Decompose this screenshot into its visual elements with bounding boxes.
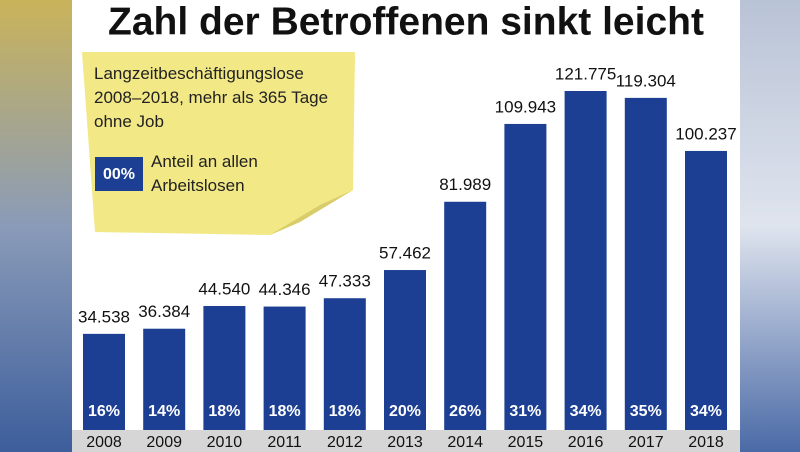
x-tick-label: 2009 (146, 434, 182, 451)
value-label: 119.304 (616, 71, 676, 90)
share-label: 14% (148, 403, 180, 420)
share-label: 35% (630, 403, 662, 420)
bar (83, 333, 125, 430)
bar (384, 270, 426, 430)
bar (323, 298, 366, 430)
blurred-background (0, 0, 72, 452)
bar (685, 150, 727, 430)
value-label: 36.384 (138, 302, 190, 321)
x-tick-label: 2015 (508, 434, 544, 451)
bar (564, 91, 607, 430)
bar (444, 201, 487, 430)
x-tick-label: 2017 (628, 434, 664, 451)
share-label: 18% (329, 403, 361, 420)
value-label: 109.943 (495, 97, 556, 116)
share-label: 18% (208, 403, 240, 420)
bar (624, 97, 667, 431)
share-label: 26% (449, 403, 481, 420)
bar (143, 328, 186, 430)
share-label: 16% (88, 403, 120, 420)
share-label: 18% (269, 403, 301, 420)
value-label: 44.346 (259, 280, 311, 299)
bar (203, 306, 246, 430)
share-label: 31% (509, 403, 541, 420)
note-curl (270, 190, 353, 235)
value-label: 57.462 (379, 244, 431, 263)
share-label: 34% (570, 403, 602, 420)
year-band (72, 430, 740, 452)
x-tick-label: 2016 (568, 434, 604, 451)
x-tick-label: 2010 (207, 434, 243, 451)
sticky-note (82, 52, 355, 235)
blurred-background (740, 0, 800, 452)
value-label: 121.775 (555, 64, 616, 83)
value-label: 100.237 (675, 124, 736, 143)
x-tick-label: 2012 (327, 434, 363, 451)
x-tick-label: 2018 (688, 434, 724, 451)
value-label: 81.989 (439, 175, 491, 194)
legend-swatch-label: 00% (103, 166, 135, 183)
share-label: 20% (389, 403, 421, 420)
x-tick-label: 2014 (447, 434, 483, 451)
note-text: Langzeitbeschäftigungslose 2008–2018, me… (94, 64, 329, 131)
share-label: 34% (690, 403, 722, 420)
value-label: 47.333 (319, 272, 371, 291)
value-label: 34.538 (78, 307, 130, 326)
chart-title: Zahl der Betroffenen sinkt leicht (108, 0, 704, 43)
bar (263, 306, 306, 430)
x-tick-label: 2013 (387, 434, 423, 451)
bar (504, 123, 547, 431)
legend-label: Anteil an allen Arbeitslosen (151, 152, 258, 195)
value-label: 44.540 (198, 279, 250, 298)
x-tick-label: 2008 (86, 434, 122, 451)
x-tick-label: 2011 (267, 434, 302, 451)
legend-swatch (95, 157, 143, 191)
